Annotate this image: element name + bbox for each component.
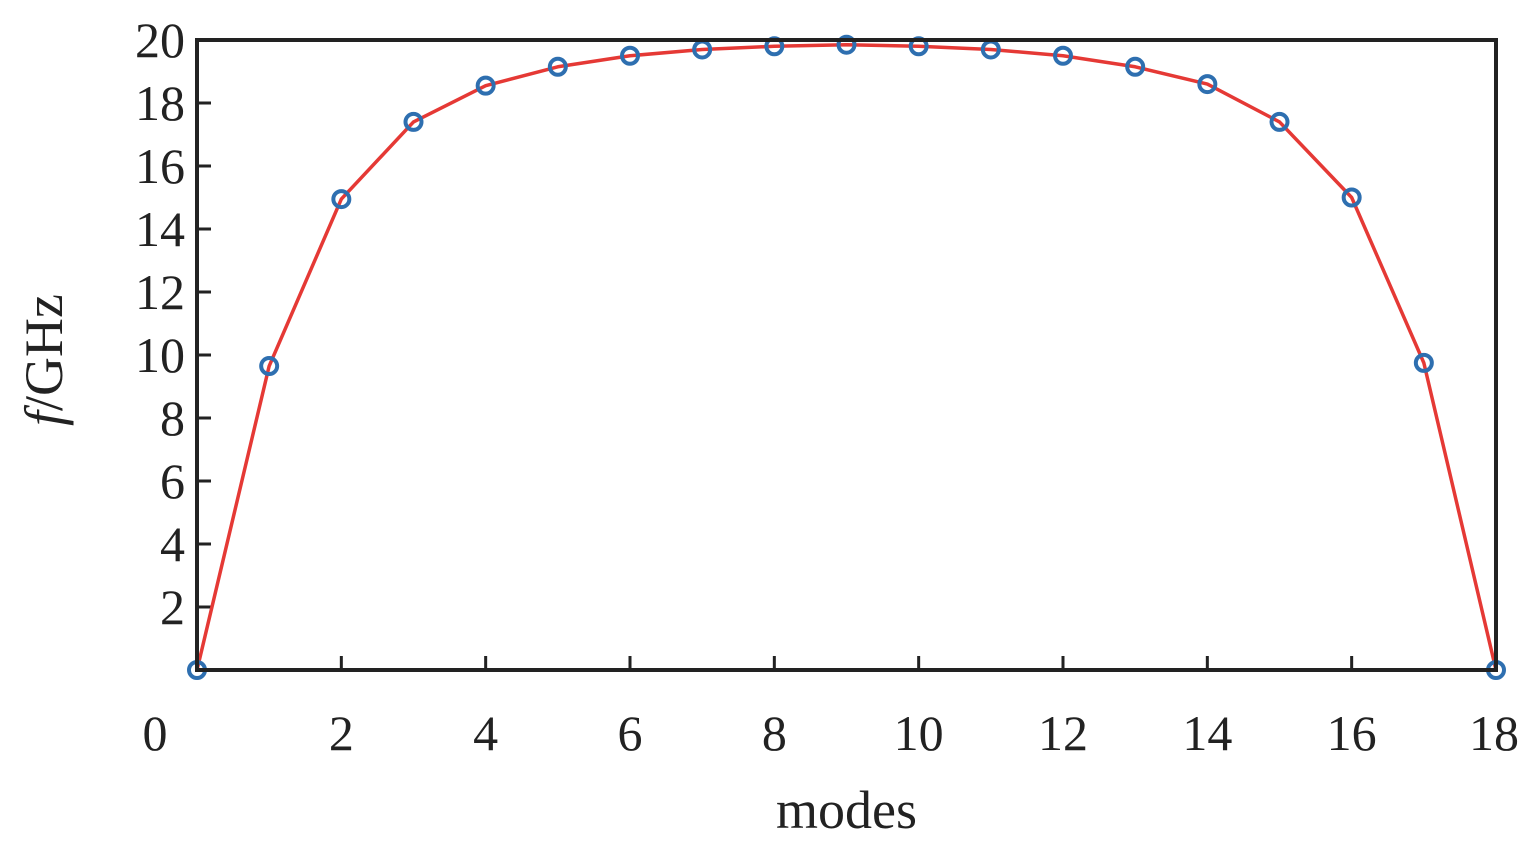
x-tick-label: 4 bbox=[473, 705, 498, 761]
y-tick-label: 2 bbox=[160, 579, 185, 635]
y-tick-label: 10 bbox=[135, 327, 185, 383]
y-tick-label: 6 bbox=[160, 453, 185, 509]
data-point bbox=[1053, 45, 1073, 66]
x-tick-label: 14 bbox=[1182, 705, 1232, 761]
data-point bbox=[1125, 56, 1146, 77]
x-axis-label: modes bbox=[776, 780, 917, 840]
series-line bbox=[195, 42, 1498, 671]
y-tick-label: 18 bbox=[135, 75, 185, 131]
y-axis-label-unit: /GHz bbox=[14, 294, 74, 411]
y-tick-label: 20 bbox=[135, 12, 185, 68]
data-point bbox=[547, 56, 568, 77]
y-tick-label: 14 bbox=[135, 201, 185, 257]
y-tick-label: 8 bbox=[160, 390, 185, 446]
x-tick-label: 0 bbox=[143, 705, 168, 761]
data-point bbox=[1413, 352, 1434, 373]
x-tick-label: 6 bbox=[618, 705, 643, 761]
y-axis-label: f/GHz bbox=[14, 294, 74, 426]
data-point bbox=[331, 189, 352, 210]
x-tick-label: 10 bbox=[894, 705, 944, 761]
plot-frame bbox=[195, 38, 1498, 672]
y-tick-label: 16 bbox=[135, 138, 185, 194]
x-axis-ticks: 0 2 4 6 8 10 12 14 16 18 bbox=[143, 656, 1519, 761]
data-point bbox=[475, 75, 496, 96]
y-axis-ticks: 2 4 6 8 10 12 14 16 18 20 bbox=[135, 12, 211, 635]
data-point bbox=[403, 111, 424, 132]
x-tick-label: 18 bbox=[1469, 705, 1519, 761]
data-point bbox=[836, 34, 857, 55]
x-tick-label: 12 bbox=[1038, 705, 1088, 761]
x-tick-label: 16 bbox=[1327, 705, 1377, 761]
data-point bbox=[1341, 187, 1362, 208]
x-tick-label: 8 bbox=[762, 705, 787, 761]
data-point bbox=[620, 45, 640, 66]
y-tick-label: 4 bbox=[160, 516, 185, 572]
data-point bbox=[259, 356, 280, 377]
y-tick-label: 12 bbox=[135, 264, 185, 320]
data-point bbox=[1269, 111, 1290, 132]
x-tick-label: 2 bbox=[329, 705, 354, 761]
data-point bbox=[1197, 74, 1218, 95]
plot-series bbox=[187, 34, 1506, 680]
